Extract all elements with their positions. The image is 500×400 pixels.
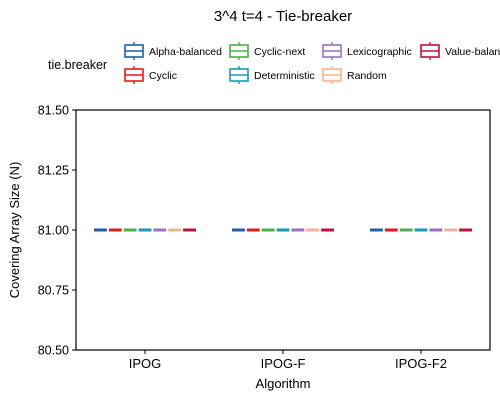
- legend-item-cyclic: Cyclic: [124, 66, 177, 84]
- legend-label: Lexicographic: [347, 46, 412, 58]
- legend-label: Cyclic: [149, 70, 177, 82]
- legend-item-lexicographic: Lexicographic: [322, 42, 412, 60]
- x-axis-label: Algorithm: [256, 376, 311, 391]
- y-tick-label: 80.50: [38, 344, 69, 358]
- y-tick-label: 81.25: [38, 164, 69, 178]
- y-tick-label: 80.75: [38, 284, 69, 298]
- legend-item-cyclic-next: Cyclic-next: [229, 42, 305, 60]
- legend: tie.breaker Alpha-balanced Cyclic-next Lex…: [48, 42, 500, 84]
- legend-label: Deterministic: [254, 70, 315, 82]
- y-tick-label: 81.00: [38, 224, 69, 238]
- legend-item-alpha-balanced: Alpha-balanced: [124, 42, 222, 60]
- y-tick-label: 81.50: [38, 104, 69, 118]
- legend-label: Random: [347, 70, 387, 82]
- legend-item-value-balanced: Value-balanced: [420, 42, 500, 60]
- legend-label: Alpha-balanced: [149, 46, 222, 58]
- chart-title: 3^4 t=4 - Tie-breaker: [214, 8, 352, 25]
- x-tick-label: IPOG-F: [261, 356, 306, 371]
- y-axis-label: Covering Array Size (N): [7, 162, 22, 299]
- x-tick-label: IPOG: [129, 356, 162, 371]
- legend-item-deterministic: Deterministic: [229, 66, 315, 84]
- legend-item-random: Random: [322, 66, 387, 84]
- x-axis: IPOG IPOG-F IPOG-F2: [129, 350, 447, 371]
- legend-items: Alpha-balanced Cyclic-next Lexicographic Va…: [124, 42, 500, 84]
- legend-label: Cyclic-next: [254, 46, 305, 58]
- legend-label: Value-balanced: [445, 46, 500, 58]
- legend-title: tie.breaker: [48, 58, 107, 72]
- y-axis: 80.50 80.75 81.00 81.25 81.50: [38, 104, 76, 358]
- x-tick-label: IPOG-F2: [395, 356, 447, 371]
